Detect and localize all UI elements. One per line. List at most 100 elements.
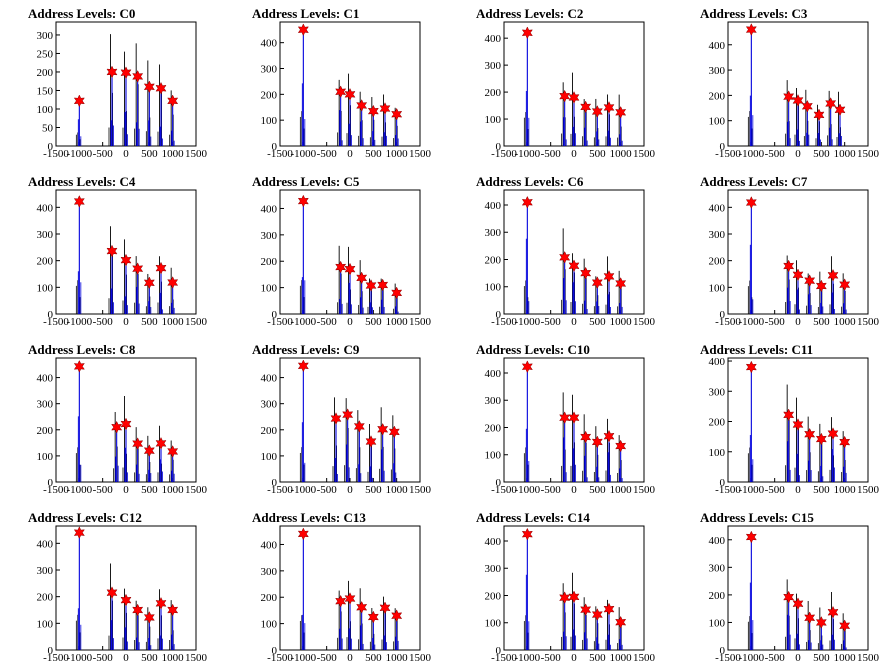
y-tick-label: 400 [261, 539, 278, 551]
peak-star-marker [521, 360, 533, 374]
peak-star-marker [377, 278, 389, 292]
x-tick-label: -1500 [491, 316, 517, 328]
peak-star-marker [155, 436, 167, 450]
peak-star-marker [521, 527, 533, 541]
peak-star-marker [591, 435, 603, 449]
peak-star-marker [580, 266, 592, 280]
x-tick-label: 0 [347, 316, 353, 328]
peak-star-marker [615, 615, 627, 629]
y-tick-label: 200 [37, 256, 54, 268]
y-tick-label: 100 [709, 617, 726, 629]
y-tick-label: 0 [272, 645, 278, 657]
x-tick-label: 0 [571, 652, 577, 664]
peak-star-marker [792, 418, 804, 431]
peak-star-marker [745, 530, 757, 544]
peak-star-marker [106, 586, 118, 600]
peak-star-marker [559, 591, 571, 605]
y-tick-label: 200 [485, 87, 502, 99]
peak-star-marker [603, 101, 615, 114]
x-tick-label: -500 [541, 484, 562, 496]
y-tick-label: 0 [496, 477, 502, 489]
peak-star-marker [745, 360, 757, 374]
x-tick-label: 0 [123, 484, 129, 496]
x-tick-label: 1500 [633, 484, 656, 496]
y-tick-label: 100 [261, 283, 278, 295]
x-tick-label: 0 [795, 316, 801, 328]
peak-star-marker [783, 90, 795, 104]
peak-star-marker [143, 276, 155, 290]
y-tick-label: 200 [37, 425, 54, 437]
peak-star-marker [73, 94, 85, 108]
plot-frame [279, 357, 421, 483]
x-tick-label: 1000 [386, 652, 409, 664]
y-tick-label: 300 [261, 64, 278, 76]
peak-star-marker [568, 91, 580, 104]
peak-star-marker [356, 99, 368, 112]
peak-star-marker [580, 430, 592, 444]
chart-title: Address Levels: C15 [700, 510, 814, 525]
x-tick-label: 0 [123, 316, 129, 328]
peak-star-marker [342, 408, 354, 422]
peak-star-marker [344, 592, 356, 605]
x-tick-label: -500 [765, 652, 786, 664]
x-tick-label: 1500 [857, 316, 880, 328]
y-tick-label: 100 [37, 282, 54, 294]
y-tick-label: 300 [37, 30, 54, 42]
peak-star-marker [391, 609, 403, 623]
y-tick-label: 400 [709, 202, 726, 214]
peak-star-marker [559, 250, 571, 264]
chart-panel-c5: Address Levels: C5 0 100 200 300 400 -1500-100… [252, 174, 432, 328]
peak-star-marker [155, 596, 167, 610]
y-tick-label: 100 [37, 451, 54, 463]
peak-star-marker [297, 23, 309, 37]
peak-star-marker [603, 270, 615, 283]
x-tick-label: -1500 [491, 652, 517, 664]
peak-star-marker [804, 611, 816, 625]
y-tick-label: 0 [272, 309, 278, 321]
chart-title: Address Levels: C10 [476, 342, 590, 357]
x-tick-label: 1000 [610, 652, 633, 664]
peak-star-marker [580, 603, 592, 617]
x-tick-label: 0 [571, 484, 577, 496]
peak-star-marker [344, 262, 356, 276]
x-tick-label: -500 [93, 652, 114, 664]
x-tick-label: 1500 [409, 148, 432, 160]
x-tick-label: 1000 [162, 316, 185, 328]
chart-panel-c0: Address Levels: C0 0 50 100 150 200 250 300 -150… [28, 6, 208, 160]
y-tick-label: 0 [272, 141, 278, 153]
peak-star-marker [120, 593, 132, 607]
peak-star-marker [783, 408, 795, 422]
x-tick-label: -1000 [290, 316, 316, 328]
x-tick-label: -500 [765, 148, 786, 160]
y-tick-label: 300 [485, 395, 502, 407]
x-tick-label: -1000 [738, 316, 764, 328]
x-tick-label: 500 [141, 484, 158, 496]
peak-star-marker [792, 597, 804, 611]
y-tick-label: 200 [261, 89, 278, 101]
peak-star-marker [568, 259, 580, 273]
x-tick-label: 0 [795, 652, 801, 664]
x-tick-label: -500 [541, 148, 562, 160]
x-tick-label: 1500 [857, 652, 880, 664]
peak-star-marker [356, 600, 368, 614]
chart-panel-c10: Address Levels: C10 0 100 200 300 400 -1500-10… [476, 342, 656, 496]
peak-star-marker [120, 66, 132, 80]
peak-star-marker [167, 276, 179, 289]
peak-star-marker [379, 601, 391, 615]
y-tick-label: 300 [37, 565, 54, 577]
chart-title: Address Levels: C14 [476, 510, 590, 525]
x-tick-label: -500 [317, 316, 338, 328]
peak-star-marker [155, 261, 167, 275]
x-tick-label: 1000 [386, 316, 409, 328]
y-tick-label: 300 [485, 60, 502, 72]
x-tick-label: -1500 [715, 484, 741, 496]
y-tick-label: 300 [709, 386, 726, 398]
y-tick-label: 100 [709, 447, 726, 459]
y-tick-label: 400 [709, 535, 726, 547]
y-tick-label: 400 [485, 536, 502, 548]
chart-panel-c14: Address Levels: C14 0 100 200 300 400 -1500-10… [476, 510, 656, 664]
y-tick-label: 400 [485, 200, 502, 212]
peak-star-marker [825, 97, 837, 110]
x-tick-label: -1500 [715, 652, 741, 664]
